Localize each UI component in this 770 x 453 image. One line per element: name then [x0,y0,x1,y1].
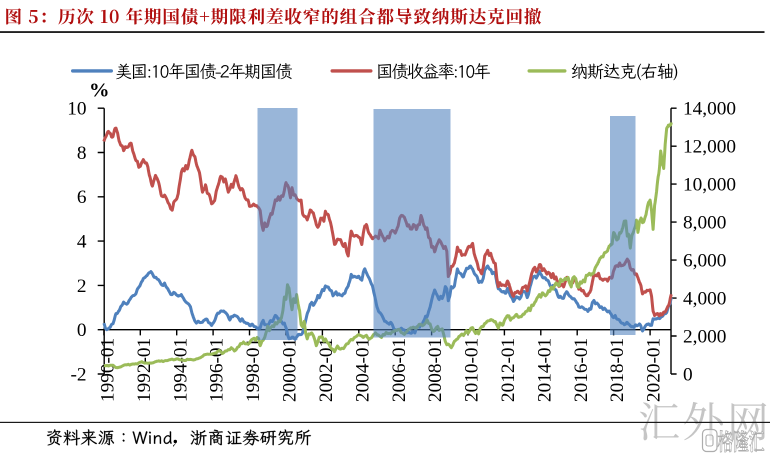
svg-text:2004-01: 2004-01 [352,338,373,402]
svg-text:8: 8 [77,143,87,164]
svg-text:8,000: 8,000 [683,213,726,234]
svg-text:2000-01: 2000-01 [280,338,301,402]
svg-text:6: 6 [77,187,87,208]
svg-text:4: 4 [77,232,87,253]
svg-text:2,000: 2,000 [683,326,726,347]
svg-text:2010-01: 2010-01 [462,338,483,402]
svg-text:2018-01: 2018-01 [607,338,628,402]
svg-text:1990-01: 1990-01 [98,338,119,402]
svg-text:0: 0 [77,320,87,341]
svg-text:1994-01: 1994-01 [170,338,191,402]
svg-text:2002-01: 2002-01 [316,338,337,402]
svg-text:14,000: 14,000 [683,99,736,120]
svg-text:%: % [89,80,110,102]
svg-text:-2: -2 [70,364,86,385]
svg-text:2012-01: 2012-01 [498,338,519,402]
svg-text:4,000: 4,000 [683,289,726,310]
svg-text:2016-01: 2016-01 [571,338,592,402]
svg-text:1998-01: 1998-01 [243,338,264,402]
svg-text:2: 2 [77,276,87,297]
svg-text:10,000: 10,000 [683,175,736,196]
svg-text:6,000: 6,000 [683,251,726,272]
svg-text:2014-01: 2014-01 [534,338,555,402]
svg-text:1992-01: 1992-01 [134,338,155,402]
svg-text:2020-01: 2020-01 [644,338,665,402]
svg-text:10: 10 [67,99,86,120]
svg-text:0: 0 [683,364,693,385]
svg-text:2008-01: 2008-01 [425,338,446,402]
svg-text:2006-01: 2006-01 [389,338,410,402]
svg-text:12,000: 12,000 [683,137,736,158]
svg-text:1996-01: 1996-01 [207,338,228,402]
